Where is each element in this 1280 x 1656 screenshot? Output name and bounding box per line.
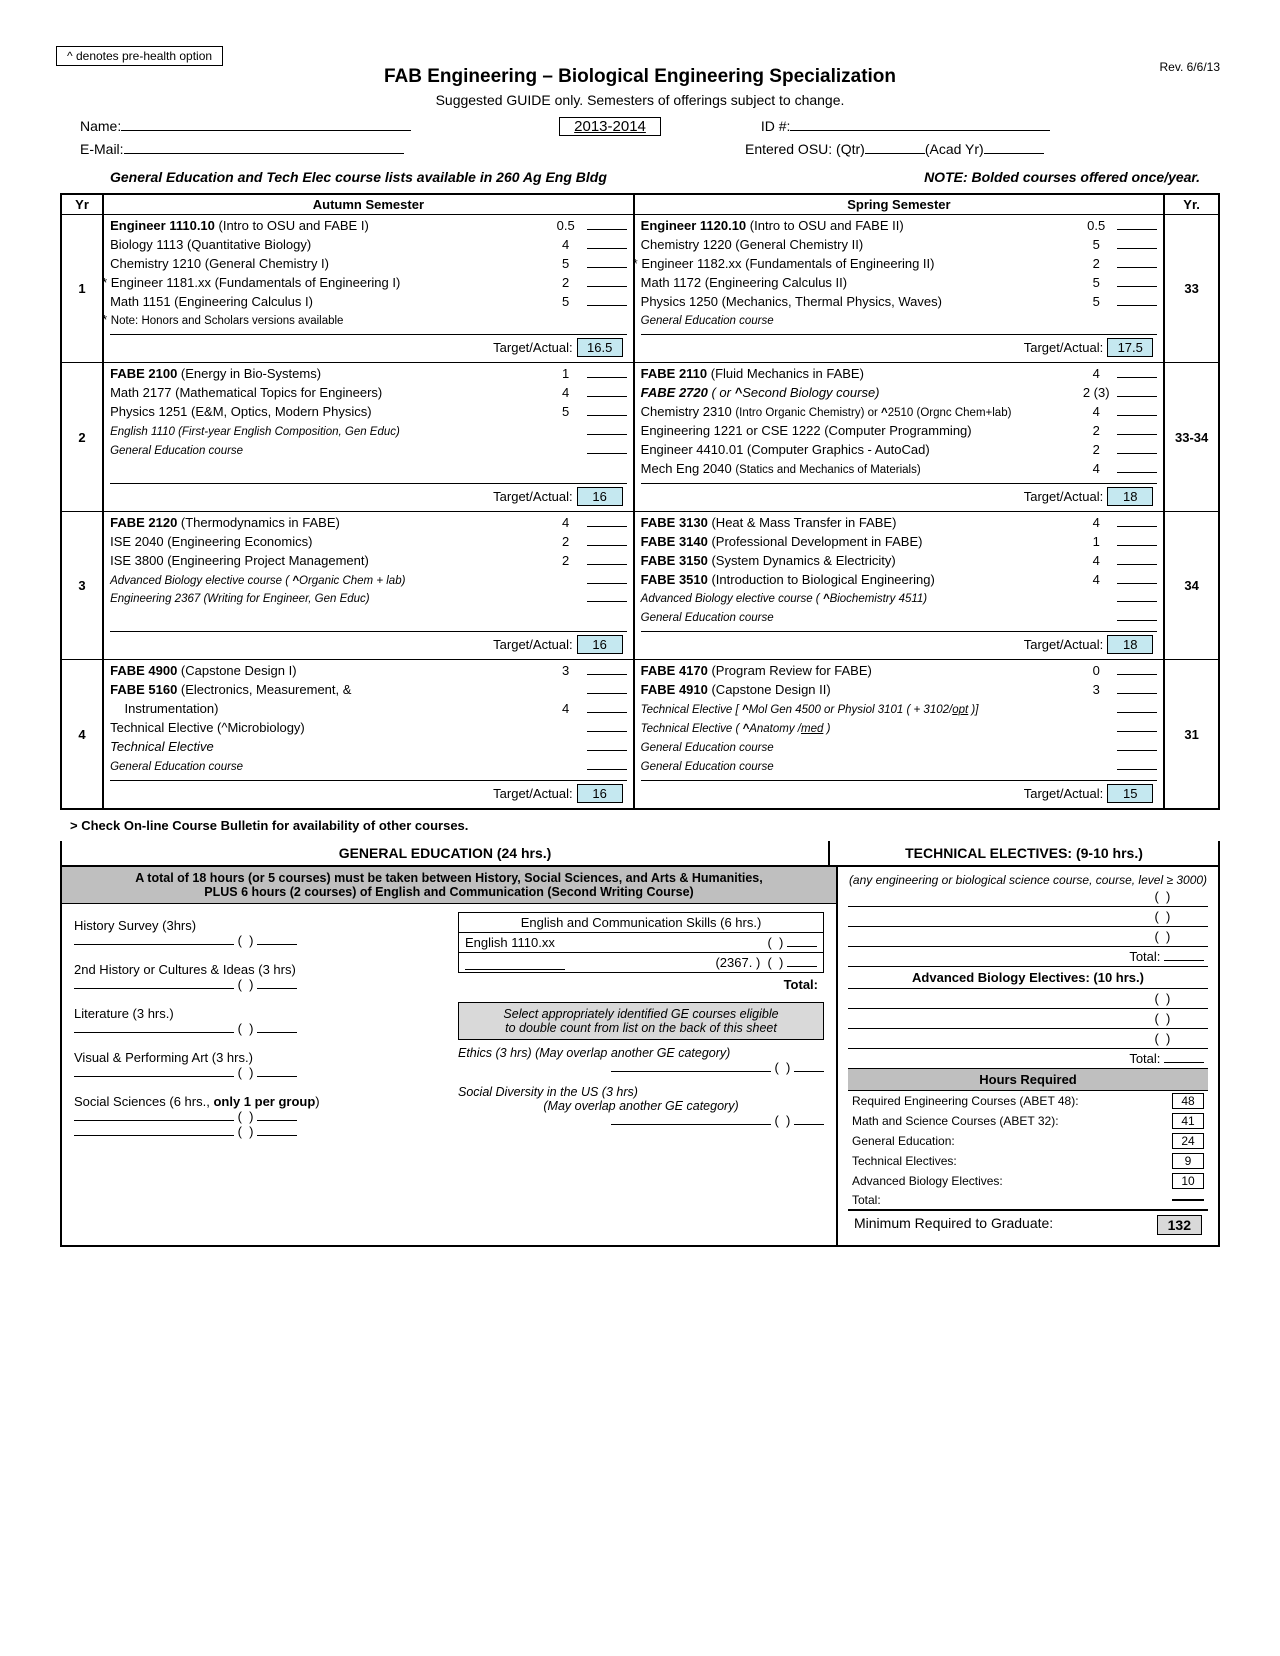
revision: Rev. 6/6/13 [1160,60,1220,74]
ge-eng2: (2367. ) [715,955,760,970]
hdr-spring: Spring Semester [634,194,1165,215]
te-header: TECHNICAL ELECTIVES: (9-10 hrs.) [828,841,1220,867]
ge-double-count-note: Select appropriately identified GE cours… [458,1002,824,1040]
ge-banner: A total of 18 hours (or 5 courses) must … [62,867,836,904]
hdr-autumn: Autumn Semester [103,194,634,215]
name-label: Name: [80,118,121,134]
bulletin-note: > Check On-line Course Bulletin for avai… [60,810,1220,841]
email-label: E-Mail: [80,141,124,157]
ge-ethics: Ethics (3 hrs) (May overlap another GE c… [458,1046,824,1060]
ge-history2: 2nd History or Cultures & Ideas (3 hrs) [74,962,296,977]
acadyr-label: (Acad Yr) [925,141,984,157]
te-note: (any engineering or biological science c… [848,873,1208,887]
ge-ss: Social Sciences (6 hrs., only 1 per grou… [74,1094,320,1109]
ge-eng1: English 1110.xx [465,935,555,950]
academic-year: 2013-2014 [559,117,661,136]
note-left: General Education and Tech Elec course l… [110,169,607,185]
min-grad-value: 132 [1157,1215,1202,1235]
page-title: FAB Engineering – Biological Engineering… [60,66,1220,88]
prehealth-note: ^ denotes pre-health option [56,46,223,66]
subtitle: Suggested GUIDE only. Semesters of offer… [60,92,1220,108]
hdr-yr2: Yr. [1164,194,1219,215]
note-right: NOTE: Bolded courses offered once/year. [924,169,1200,185]
ge-eng-total: Total: [458,973,824,996]
id-label: ID #: [761,118,791,134]
course-plan-table: Yr Autumn Semester Spring Semester Yr. 1… [60,193,1220,810]
ge-diversity: Social Diversity in the US (3 hrs) [458,1085,824,1099]
ge-history: History Survey (3hrs) [74,918,196,933]
hdr-yr: Yr [61,194,103,215]
ge-eng-hdr: English and Communication Skills (6 hrs.… [458,912,824,933]
min-grad-label: Minimum Required to Graduate: [854,1215,1053,1235]
ge-vpa: Visual & Performing Art (3 hrs.) [74,1050,253,1065]
ge-lit: Literature (3 hrs.) [74,1006,174,1021]
ab-header: Advanced Biology Electives: (10 hrs.) [848,966,1208,989]
entered-label: Entered OSU: (Qtr) [745,141,865,157]
ge-diversity2: (May overlap another GE category) [458,1099,824,1113]
hours-required-hdr: Hours Required [848,1068,1208,1091]
ge-header: GENERAL EDUCATION (24 hrs.) [60,841,828,867]
